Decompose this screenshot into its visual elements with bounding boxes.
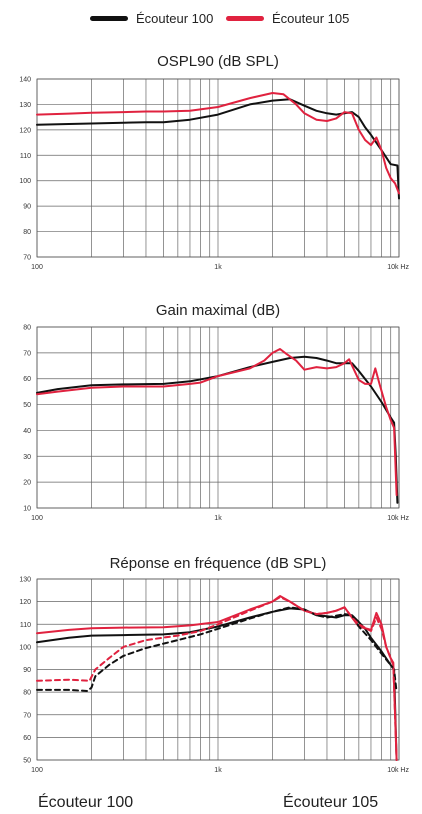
- grid: [36, 578, 400, 761]
- legend-item-ecouteur-100: Écouteur 100: [90, 10, 213, 26]
- y-tick-label: 130: [19, 102, 31, 109]
- x-tick-label: 10k Hz: [387, 767, 409, 774]
- legend: Écouteur 100 Écouteur 105: [0, 0, 422, 34]
- y-tick-label: 120: [19, 127, 31, 134]
- chart-title: Gain maximal (dB): [156, 302, 280, 319]
- grid: [36, 78, 400, 258]
- x-tick-label: 100: [31, 515, 43, 522]
- x-tick-label: 10k Hz: [387, 515, 409, 522]
- legend-label: Écouteur 100: [136, 10, 214, 26]
- y-tick-label: 110: [20, 622, 31, 629]
- bottom-label-left: Écouteur 100: [38, 794, 134, 811]
- y-tick-label: 80: [23, 690, 31, 697]
- y-tick-label: 100: [19, 644, 31, 651]
- plot-frame: [36, 326, 400, 509]
- series-line-dashed-3: [36, 596, 398, 761]
- y-tick-label: 40: [23, 428, 31, 435]
- plot-frame: [36, 578, 400, 761]
- chart-title: OSPL90 (dB SPL): [157, 53, 279, 70]
- chart-title: Réponse en fréquence (dB SPL): [110, 555, 327, 572]
- x-tick-label: 100: [31, 767, 43, 774]
- series-line-0: [36, 607, 398, 761]
- y-tick-label: 80: [23, 325, 31, 332]
- y-tick-label: 70: [23, 712, 31, 719]
- x-tick-label: 100: [31, 264, 43, 271]
- grid: [36, 326, 400, 509]
- legend-item-ecouteur-105: Écouteur 105: [226, 10, 349, 26]
- x-tick-label: 1k: [214, 515, 222, 522]
- chart-gain-maximal: Gain maximal (dB) 10 20 30 40 50 60 70 80 100 1k 10…: [23, 302, 409, 522]
- chart-reponse-frequence: Réponse en fréquence (dB SPL) 50 60 70 80 90 1…: [19, 555, 409, 774]
- series-line-0: [36, 98, 400, 200]
- y-tick-label: 110: [20, 153, 31, 160]
- y-tick-label: 70: [23, 350, 31, 357]
- y-tick-label: 70: [23, 255, 31, 262]
- y-tick-label: 50: [23, 758, 31, 765]
- y-tick-label: 130: [19, 577, 31, 584]
- series-line-0: [36, 355, 399, 504]
- y-tick-label: 120: [19, 599, 31, 606]
- series-line-1: [36, 92, 400, 195]
- y-tick-label: 50: [23, 402, 31, 409]
- y-tick-label: 100: [19, 178, 31, 185]
- y-tick-label: 20: [23, 480, 31, 487]
- y-tick-label: 90: [23, 667, 31, 674]
- y-tick-label: 80: [23, 229, 31, 236]
- legend-label: Écouteur 105: [272, 10, 350, 26]
- legend-swatch-red: [226, 15, 264, 21]
- legend-swatch-black: [90, 15, 128, 21]
- series-line-dashed-2: [36, 606, 398, 694]
- y-tick-label: 60: [23, 735, 31, 742]
- plot-frame: [36, 78, 400, 258]
- y-tick-label: 140: [19, 77, 31, 84]
- x-tick-label: 1k: [214, 767, 222, 774]
- x-tick-label: 1k: [214, 264, 222, 271]
- x-tick-label: 10k Hz: [387, 264, 409, 271]
- y-tick-label: 10: [23, 506, 31, 513]
- y-tick-label: 60: [23, 376, 31, 383]
- bottom-label-right: Écouteur 105: [283, 794, 379, 811]
- chart-ospl90: OSPL90 (dB SPL) 70 80 90 100 110 120 130 140 100 1…: [19, 53, 409, 271]
- y-tick-label: 30: [23, 454, 31, 461]
- series-line-1: [36, 348, 398, 497]
- y-tick-label: 90: [23, 204, 31, 211]
